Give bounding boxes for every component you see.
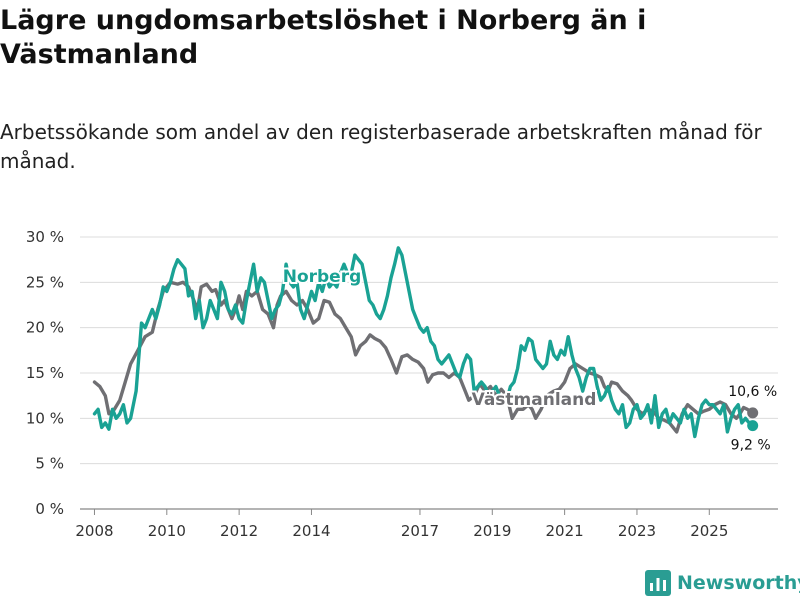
x-tick-label: 2008: [75, 522, 113, 540]
y-tick-label: 0 %: [35, 500, 64, 518]
x-tick-label: 2019: [473, 522, 511, 540]
chart-title: Lägre ungdomsarbetslöshet i Norberg än i…: [0, 5, 647, 70]
x-tick-label: 2023: [618, 522, 656, 540]
series-label-norberg: Norberg: [283, 267, 362, 287]
y-tick-label: 30 %: [26, 228, 64, 246]
end-point-vastmanland: [747, 407, 759, 419]
bar-chart-logo-icon: [645, 570, 671, 596]
x-tick-label: 2012: [220, 522, 258, 540]
series-line-norberg: [92, 246, 755, 439]
brand-logo: Newsworthy: [645, 568, 800, 598]
brand-name: Newsworthy: [677, 572, 800, 594]
x-tick-label: 2010: [148, 522, 186, 540]
y-tick-label: 15 %: [26, 364, 64, 382]
y-tick-label: 5 %: [35, 455, 64, 473]
x-tick-label: 2014: [292, 522, 330, 540]
chart-subtitle: Arbetssökande som andel av den registerb…: [0, 120, 762, 173]
y-tick-label: 25 %: [26, 273, 64, 291]
y-tick-label: 20 %: [26, 319, 64, 337]
series-label-vastmanland: Västmanland: [472, 390, 597, 410]
end-value-label-norberg: 9,2 %: [731, 438, 771, 454]
x-tick-label: 2017: [401, 522, 439, 540]
end-value-label-vastmanland: 10,6 %: [728, 384, 777, 400]
x-tick-label: 2025: [690, 522, 728, 540]
x-tick-label: 2021: [546, 522, 584, 540]
y-tick-label: 10 %: [26, 409, 64, 427]
end-point-norberg: [747, 420, 759, 432]
